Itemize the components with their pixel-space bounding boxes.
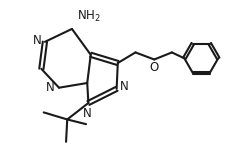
Text: NH$_2$: NH$_2$ — [77, 9, 101, 24]
Text: O: O — [150, 61, 159, 74]
Text: N: N — [83, 107, 92, 120]
Text: N: N — [33, 34, 41, 47]
Text: N: N — [46, 81, 54, 94]
Text: N: N — [120, 80, 129, 93]
